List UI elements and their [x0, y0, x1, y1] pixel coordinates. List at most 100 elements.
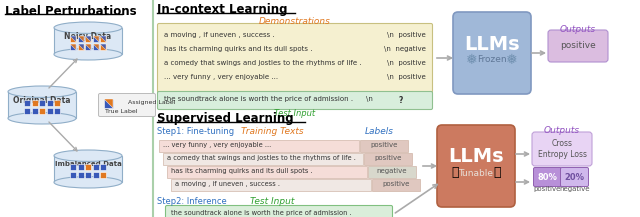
- Bar: [70, 36, 76, 42]
- FancyBboxPatch shape: [157, 23, 433, 92]
- Polygon shape: [100, 44, 106, 50]
- FancyBboxPatch shape: [534, 168, 561, 186]
- Text: Imbalanced Data: Imbalanced Data: [54, 161, 122, 168]
- Bar: [47, 108, 52, 114]
- FancyBboxPatch shape: [171, 179, 371, 191]
- FancyBboxPatch shape: [167, 166, 367, 178]
- Bar: [24, 100, 30, 106]
- Ellipse shape: [8, 113, 76, 124]
- Text: Label Perturbations: Label Perturbations: [5, 5, 136, 18]
- Text: 🔥: 🔥: [493, 166, 500, 179]
- Bar: [77, 172, 83, 178]
- Text: ?: ?: [398, 96, 403, 105]
- Text: True Label: True Label: [105, 109, 138, 114]
- Text: 20%: 20%: [564, 173, 584, 181]
- Bar: [85, 164, 91, 170]
- Text: Outputs: Outputs: [544, 126, 580, 135]
- Polygon shape: [85, 44, 91, 50]
- Bar: [8, 92, 76, 118]
- Text: Tunable: Tunable: [458, 168, 493, 178]
- Bar: [31, 100, 38, 106]
- Bar: [93, 164, 99, 170]
- Bar: [54, 28, 122, 54]
- Bar: [77, 164, 83, 170]
- Polygon shape: [77, 36, 83, 42]
- Text: \n  positive: \n positive: [387, 60, 426, 66]
- Text: \n  negative: \n negative: [384, 46, 426, 52]
- FancyBboxPatch shape: [159, 140, 359, 152]
- Text: \n: \n: [365, 96, 372, 102]
- Text: Noisy Data: Noisy Data: [65, 32, 111, 41]
- Polygon shape: [100, 36, 106, 42]
- Text: positive: positive: [374, 155, 402, 161]
- Ellipse shape: [54, 150, 122, 161]
- Text: ❅: ❅: [506, 53, 518, 67]
- Bar: [54, 100, 60, 106]
- Text: the soundtrack alone is worth the price of admission .: the soundtrack alone is worth the price …: [171, 210, 351, 216]
- Polygon shape: [70, 36, 76, 42]
- FancyBboxPatch shape: [360, 140, 408, 152]
- FancyBboxPatch shape: [163, 153, 363, 165]
- Bar: [85, 172, 91, 178]
- Bar: [100, 44, 106, 50]
- Bar: [77, 36, 83, 42]
- Bar: [100, 164, 106, 170]
- Text: has its charming quirks and its dull spots .: has its charming quirks and its dull spo…: [171, 168, 312, 174]
- FancyBboxPatch shape: [548, 30, 608, 62]
- Bar: [54, 108, 60, 114]
- FancyBboxPatch shape: [368, 166, 416, 178]
- Text: Original Data: Original Data: [13, 96, 71, 105]
- Text: has its charming quirks and its dull spots .: has its charming quirks and its dull spo…: [164, 46, 312, 52]
- Text: Supervised Learning: Supervised Learning: [157, 112, 294, 125]
- Bar: [93, 44, 99, 50]
- Text: negative: negative: [377, 168, 407, 174]
- Bar: [100, 36, 106, 42]
- Text: Demonstrations: Demonstrations: [259, 17, 331, 26]
- Bar: [31, 108, 38, 114]
- Bar: [39, 100, 45, 106]
- Bar: [93, 172, 99, 178]
- Polygon shape: [93, 36, 99, 42]
- FancyBboxPatch shape: [364, 153, 412, 165]
- Bar: [70, 164, 76, 170]
- Text: Training Texts: Training Texts: [241, 127, 303, 136]
- Text: LLMs: LLMs: [464, 35, 520, 54]
- Text: positive: positive: [382, 181, 410, 187]
- FancyBboxPatch shape: [99, 94, 156, 117]
- Text: \n  positive: \n positive: [387, 74, 426, 80]
- Bar: [70, 172, 76, 178]
- Ellipse shape: [54, 22, 122, 33]
- Text: Labels: Labels: [365, 127, 394, 136]
- Polygon shape: [77, 44, 83, 50]
- Text: positive: positive: [534, 186, 561, 192]
- Text: Cross
Entropy Loss: Cross Entropy Loss: [538, 139, 586, 159]
- Text: a comedy that swings and jostles to the rhythms of life .: a comedy that swings and jostles to the …: [164, 60, 362, 66]
- Bar: [70, 44, 76, 50]
- FancyBboxPatch shape: [561, 168, 589, 186]
- Ellipse shape: [54, 177, 122, 188]
- Text: Test Input: Test Input: [250, 197, 294, 206]
- Text: positive: positive: [560, 41, 596, 51]
- Bar: [54, 156, 122, 182]
- Polygon shape: [70, 44, 76, 50]
- Text: ❅: ❅: [466, 53, 478, 67]
- Text: the soundtrack alone is worth the price of admission .: the soundtrack alone is worth the price …: [164, 96, 353, 102]
- FancyBboxPatch shape: [532, 132, 592, 166]
- Bar: [93, 36, 99, 42]
- Text: Step2: Inference: Step2: Inference: [157, 197, 227, 206]
- Polygon shape: [85, 36, 91, 42]
- Text: In-context Learning: In-context Learning: [157, 3, 287, 16]
- Polygon shape: [104, 99, 113, 108]
- Polygon shape: [93, 44, 99, 50]
- Text: 80%: 80%: [538, 173, 557, 181]
- Text: a moving , if uneven , success .: a moving , if uneven , success .: [164, 32, 275, 38]
- Bar: [39, 108, 45, 114]
- Ellipse shape: [54, 49, 122, 60]
- Bar: [77, 44, 83, 50]
- Text: ... very funny , very enjoyable ...: ... very funny , very enjoyable ...: [164, 74, 278, 80]
- FancyBboxPatch shape: [372, 179, 420, 191]
- FancyBboxPatch shape: [157, 92, 433, 110]
- FancyBboxPatch shape: [166, 205, 392, 217]
- Bar: [100, 172, 106, 178]
- Text: positive: positive: [371, 142, 397, 148]
